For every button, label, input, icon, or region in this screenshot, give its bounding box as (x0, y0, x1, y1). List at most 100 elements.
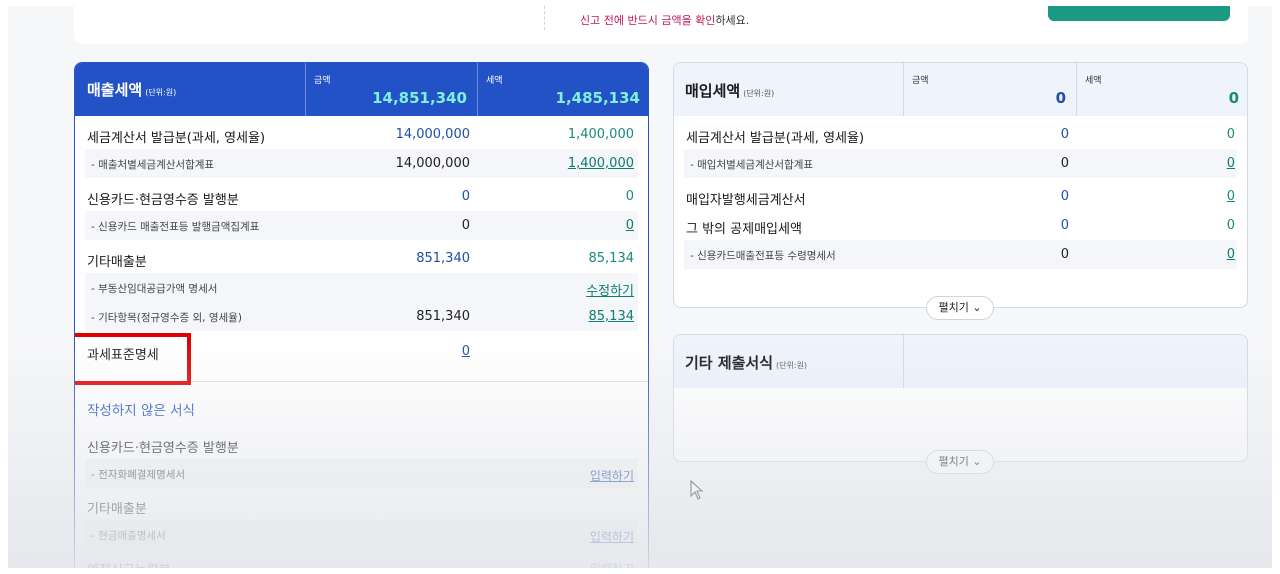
sales-tax-header: 매출세액 (단위:원) 금액 14,851,340 세액 1,485,134 (75, 63, 648, 116)
other-forms-title-text: 기타 제출서식 (685, 354, 774, 372)
row-tax-link[interactable]: 0 (1226, 247, 1235, 262)
row-tax-link[interactable]: 85,134 (588, 309, 635, 324)
notice-text: 신고 전에 반드시 금액을 확인하세요. (580, 12, 749, 28)
row-tax: 0 (625, 189, 634, 204)
other-forms-column (903, 335, 1249, 388)
purchase-tax-column: 세액 0 (1076, 63, 1249, 116)
unwritten-row: 신용카드·현금영수증 발행분 (75, 430, 648, 459)
row-label: - 매입처별세금계산서합계표 (690, 159, 814, 171)
other-forms-unit: (단위:원) (776, 361, 808, 370)
purchase-row: 세금계산서 발급분(과세, 영세율) 0 0 (674, 120, 1247, 149)
other-forms-title: 기타 제출서식 (단위:원) (685, 352, 807, 373)
row-tax-link[interactable]: 0 (1226, 189, 1235, 204)
row-label: 신용카드·현금영수증 발행분 (87, 441, 239, 456)
row-label: 매입자발행세금계산서 (686, 193, 806, 208)
unwritten-row: 기타매출분 (75, 491, 648, 520)
expand-label: 펼치기 (938, 455, 969, 468)
row-amount-link[interactable]: 0 (461, 344, 470, 359)
sales-subrow: - 기타항목(정규영수증 외, 영세율) 851,340 85,134 (85, 302, 638, 331)
purchase-tax-header: 매입세액 (단위:원) 금액 0 세액 0 (674, 63, 1247, 116)
row-amount: 0 (1060, 218, 1069, 233)
purchase-amount-column: 금액 0 (903, 63, 1076, 116)
screen-frame: 신고 전에 반드시 금액을 확인하세요. 매출세액 (단위:원) 금액 14,85… (8, 6, 1272, 568)
purchase-subrow: - 신용카드매출전표등 수령명세서 0 0 (684, 240, 1237, 269)
row-label: 세금계산서 발급분(과세, 영세율) (87, 131, 266, 146)
row-label: 그 밖의 공제매입세액 (686, 222, 802, 237)
sales-row: 세금계산서 발급분(과세, 영세율) 14,000,000 1,400,000 (75, 120, 648, 149)
notice-bar: 신고 전에 반드시 금액을 확인하세요. (74, 6, 1248, 44)
other-forms-header: 기타 제출서식 (단위:원) (674, 335, 1247, 388)
sales-tax-column: 세액 1,485,134 (477, 63, 648, 116)
notice-divider (544, 6, 545, 30)
expand-label: 펼치기 (938, 301, 969, 314)
row-label: - 부동산임대공급가액 명세서 (91, 283, 218, 295)
unwritten-subrow: - 전자화폐결제명세서 입력하기 (85, 459, 638, 488)
purchase-unit: (단위:원) (743, 89, 775, 98)
mouse-cursor-icon (690, 480, 704, 500)
row-label: - 현금매출명세서 (91, 530, 166, 542)
input-link[interactable]: 입력하기 (590, 560, 634, 568)
submit-button[interactable] (1048, 6, 1230, 21)
sales-tax-label: 세액 (486, 76, 503, 86)
row-label: 신용카드·현금영수증 발행분 (87, 193, 239, 208)
row-label: 기타매출분 (87, 255, 147, 270)
purchase-row: 매입자발행세금계산서 0 0 (674, 182, 1247, 211)
highlight-box (75, 333, 191, 385)
row-amount: 0 (1060, 156, 1069, 171)
row-amount: 0 (461, 189, 470, 204)
row-amount: 14,000,000 (395, 156, 470, 171)
row-tax-link[interactable]: 0 (625, 218, 634, 233)
purchase-tax-title-text: 매입세액 (685, 82, 741, 100)
other-forms-expand-button[interactable]: 펼치기 ⌄ (926, 450, 994, 474)
unwritten-forms-section: 작성하지 않은 서식 (75, 382, 648, 426)
row-label: 예정신고누락분 (87, 559, 171, 568)
unwritten-row: 예정신고누락분 입력하기 (75, 552, 648, 568)
purchase-amount-total: 0 (1055, 89, 1066, 107)
sales-tax-title-text: 매출세액 (87, 81, 143, 99)
sales-row: 신용카드·현금영수증 발행분 0 0 (75, 182, 648, 211)
sales-tax-total: 1,485,134 (555, 89, 640, 107)
sales-row: 기타매출분 851,340 85,134 (75, 244, 648, 273)
unwritten-subrow: - 현금매출명세서 입력하기 (85, 520, 638, 549)
row-label: - 기타항목(정규영수증 외, 영세율) (91, 312, 242, 324)
sales-tax-panel: 매출세액 (단위:원) 금액 14,851,340 세액 1,485,134 세금… (74, 62, 649, 568)
purchase-tax-label: 세액 (1085, 76, 1102, 86)
other-forms-panel: 기타 제출서식 (단위:원) 펼치기 ⌄ (673, 334, 1248, 474)
sales-subrow: - 매출처별세금계산서합계표 14,000,000 1,400,000 (85, 149, 638, 178)
input-link[interactable]: 입력하기 (589, 530, 634, 544)
row-label: 세금계산서 발급분(과세, 영세율) (686, 131, 865, 146)
row-amount: 0 (1060, 127, 1069, 142)
row-amount: 0 (461, 218, 470, 233)
input-link[interactable]: 입력하기 (589, 469, 634, 483)
purchase-subrow: - 매입처별세금계산서합계표 0 0 (684, 149, 1237, 178)
sales-subrow: - 부동산임대공급가액 명세서 수정하기 (85, 273, 638, 302)
edit-link[interactable]: 수정하기 (586, 284, 634, 299)
purchase-amount-label: 금액 (912, 76, 929, 86)
purchase-tax-panel: 매입세액 (단위:원) 금액 0 세액 0 세금계산서 발급분(과세, 영세율) … (673, 62, 1248, 320)
row-tax-link[interactable]: 1,400,000 (567, 156, 634, 171)
unwritten-forms-title: 작성하지 않은 서식 (87, 403, 195, 419)
row-tax: 0 (1226, 218, 1235, 233)
row-label: 기타매출분 (87, 502, 147, 517)
row-tax-link[interactable]: 0 (1226, 156, 1235, 171)
row-amount: 851,340 (416, 309, 470, 324)
sales-amount-label: 금액 (314, 76, 331, 86)
row-amount: 0 (1060, 247, 1069, 262)
sales-tax-title: 매출세액 (단위:원) (87, 79, 176, 100)
row-tax: 1,400,000 (567, 127, 634, 142)
row-label: - 매출처별세금계산서합계표 (91, 159, 215, 171)
notice-warning: 신고 전에 반드시 금액을 확인 (580, 14, 716, 27)
purchase-tax-total: 0 (1228, 89, 1239, 107)
sales-amount-column: 금액 14,851,340 (305, 63, 477, 116)
row-amount: 0 (1060, 189, 1069, 204)
row-amount: 851,340 (416, 251, 470, 266)
row-amount: 14,000,000 (395, 127, 470, 142)
sales-subrow: - 신용카드 매출전표등 발행금액집계표 0 0 (85, 211, 638, 240)
row-label: - 전자화폐결제명세서 (91, 469, 186, 481)
purchase-expand-button[interactable]: 펼치기 ⌄ (926, 296, 994, 320)
chevron-down-icon: ⌄ (972, 301, 982, 314)
notice-rest: 하세요. (715, 14, 750, 27)
row-label: - 신용카드매출전표등 수령명세서 (690, 250, 836, 262)
chevron-down-icon: ⌄ (972, 455, 982, 468)
row-label: - 신용카드 매출전표등 발행금액집계표 (91, 221, 260, 233)
